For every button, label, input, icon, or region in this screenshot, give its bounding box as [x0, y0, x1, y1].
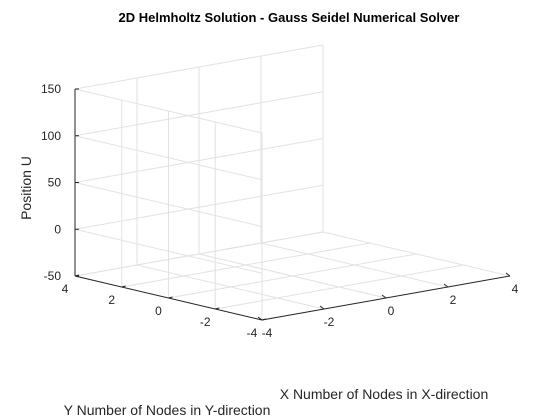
y-tick-label: 2 [108, 293, 115, 307]
x-tick-label: -2 [324, 315, 335, 329]
x-tick-label: 2 [450, 293, 457, 307]
z-tick-label: 50 [48, 176, 62, 190]
y-axis-label: Y Number of Nodes in Y-direction [64, 402, 271, 418]
x-axis-label: X Number of Nodes in X-direction [280, 386, 489, 402]
x-tick-label: -4 [262, 326, 273, 340]
grid-line-floor-y [169, 254, 417, 298]
y-tick-label: -2 [200, 315, 211, 329]
z-tick-label: 150 [41, 82, 61, 96]
z-tick-label: -50 [44, 269, 62, 283]
z-tick-label: 0 [54, 222, 61, 236]
grid-line-floor-y [215, 265, 463, 309]
z-tick-label: 100 [41, 129, 61, 143]
grid-line-floor-y [122, 243, 370, 287]
chart-title: 2D Helmholtz Solution - Gauss Seidel Num… [119, 10, 460, 25]
z-axis-label: Position U [18, 156, 34, 220]
grid-lines [75, 45, 510, 320]
axes-box [75, 89, 510, 320]
y-tick-label: 0 [155, 304, 162, 318]
y-tick-label: -4 [247, 326, 258, 340]
x-tick-label: 0 [388, 304, 395, 318]
y-tick-label: 4 [62, 282, 69, 296]
x-tick-label: 4 [512, 282, 519, 296]
